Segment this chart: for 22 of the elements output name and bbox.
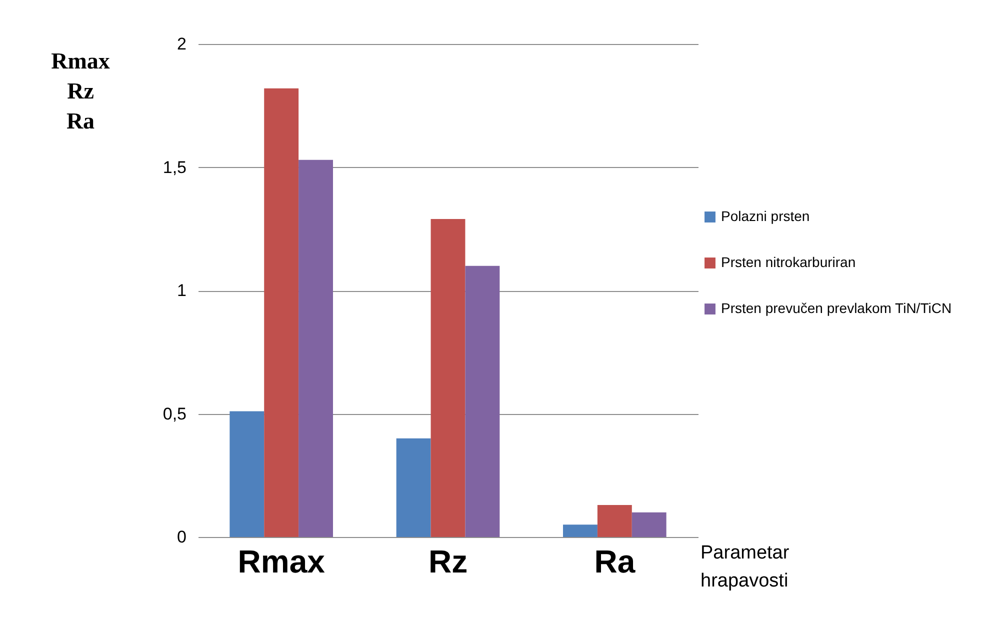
legend-label: Prsten nitrokarburiran	[721, 254, 856, 270]
bar	[465, 266, 500, 537]
legend-label: Prsten prevučen prevlakom TiN/TiCN	[721, 300, 952, 316]
bar	[597, 504, 632, 537]
y-tick-label: 1,5	[162, 158, 186, 177]
x-tick-label: Rmax	[238, 544, 326, 580]
bar	[264, 88, 299, 537]
bar	[632, 512, 666, 537]
y-axis-title: Rmax Rz Ra	[51, 48, 110, 134]
y-tick-label: 2	[177, 34, 186, 54]
x-axis-title: Parametar hrapavosti	[700, 542, 790, 592]
y-tick-label: 1	[177, 281, 186, 300]
x-tick-label: Rz	[428, 544, 468, 580]
x-tick-label: Ra	[594, 544, 636, 580]
bar	[298, 160, 333, 537]
legend-label: Polazni prsten	[721, 208, 810, 224]
bar	[430, 219, 466, 537]
bar	[563, 524, 598, 537]
bar	[230, 411, 264, 537]
y-tick-label: 0	[177, 528, 186, 546]
y-tick-label: 0,5	[162, 404, 186, 424]
bar	[396, 438, 431, 537]
